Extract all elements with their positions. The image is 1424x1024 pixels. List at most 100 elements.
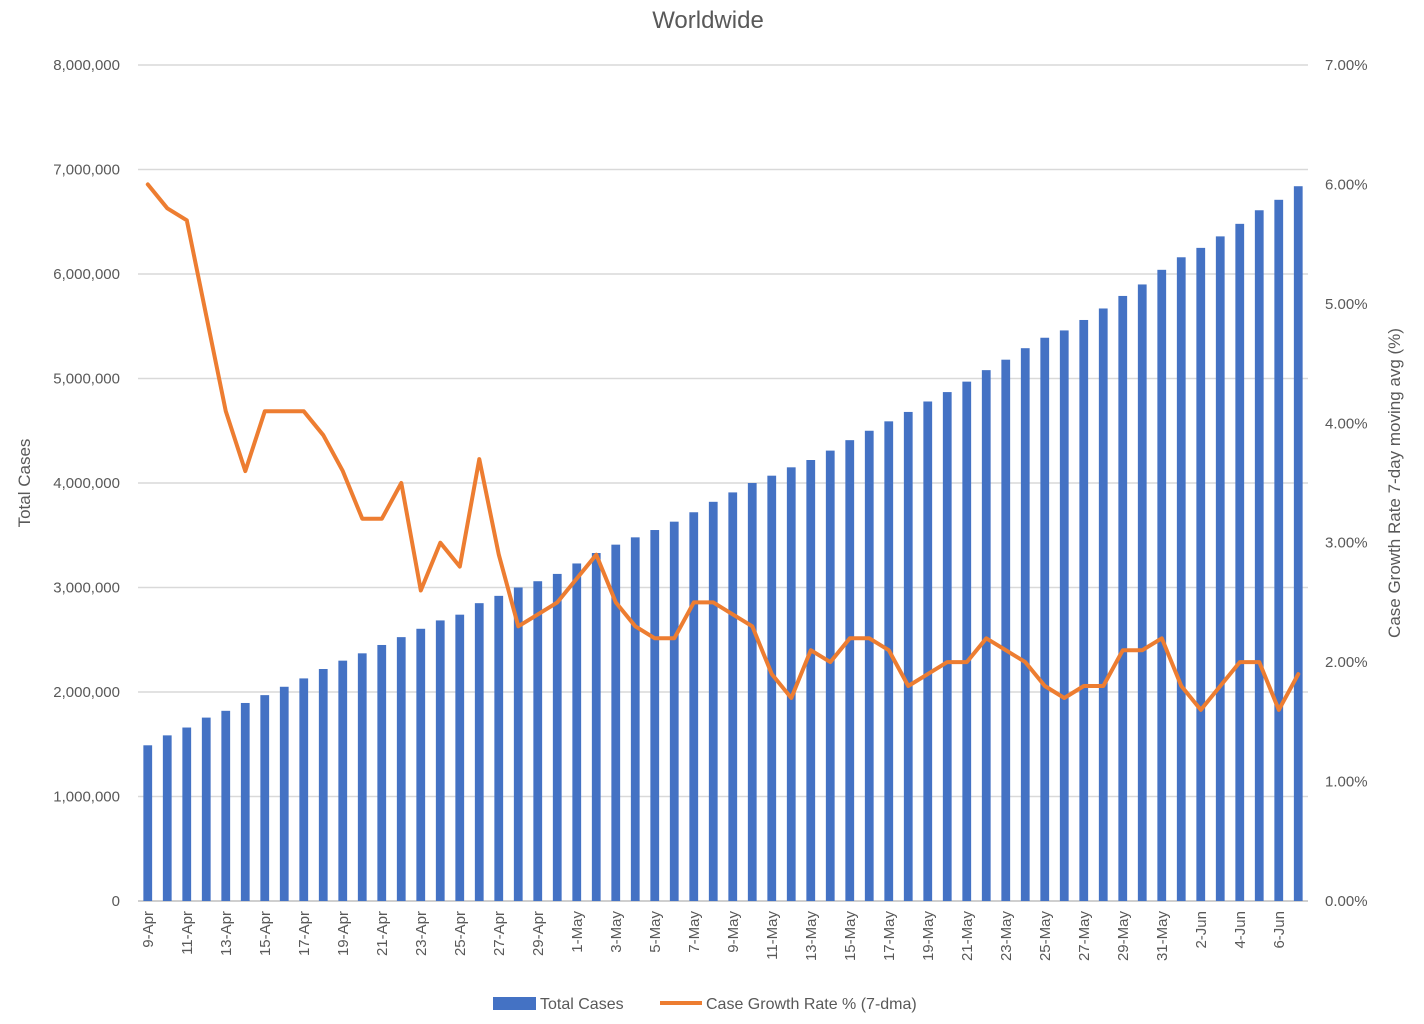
right-axis-ticks: 0.00% 1.00% 2.00% 3.00% 4.00% 5.00% 6.00% 7.00% [1325, 57, 1368, 910]
x-tick-label: 1-May [569, 911, 586, 953]
x-tick-label: 9-Apr [140, 911, 157, 948]
bar [1040, 337, 1050, 901]
x-tick-label: 6-Jun [1271, 911, 1288, 949]
y-tick-label: 5,000,000 [53, 371, 120, 388]
bar [318, 669, 328, 901]
bar [1118, 295, 1128, 901]
left-axis-title: Total Cases [15, 439, 34, 528]
bar [1293, 186, 1303, 902]
bar [1157, 269, 1167, 901]
y-tick-label: 7,000,000 [53, 162, 120, 179]
x-tick-label: 7-May [686, 911, 703, 953]
bar [1059, 330, 1069, 901]
x-tick-label: 13-Apr [218, 911, 235, 956]
x-tick-label: 11-May [764, 911, 781, 960]
bar [630, 537, 640, 901]
x-tick-label: 4-Jun [1232, 911, 1249, 949]
bar [416, 628, 426, 901]
chart-title: Worldwide [652, 7, 764, 34]
bar [221, 710, 231, 901]
y2-tick-label: 3.00% [1325, 535, 1368, 552]
bar [689, 512, 699, 901]
line-series-growth-rate [145, 182, 1301, 712]
bar [357, 653, 367, 901]
y2-tick-label: 7.00% [1325, 57, 1368, 74]
legend-swatch-total-cases [493, 997, 536, 1010]
bar [591, 553, 601, 901]
right-axis-title: Case Growth Rate 7-day moving avg (%) [1385, 328, 1404, 638]
bar [1274, 199, 1284, 901]
bar [1235, 223, 1245, 902]
x-tick-label: 9-May [725, 911, 742, 953]
y-tick-label: 4,000,000 [53, 475, 120, 492]
bar [1137, 284, 1147, 901]
bar [435, 620, 445, 901]
bar [162, 735, 172, 901]
bar [903, 411, 913, 901]
bar [260, 695, 270, 901]
y2-tick-label: 6.00% [1325, 176, 1368, 193]
y-tick-label: 1,000,000 [53, 789, 120, 806]
legend: Total Cases Case Growth Rate % (7-dma) [493, 996, 917, 1013]
x-tick-label: 31-May [1154, 911, 1171, 962]
y-tick-label: 0 [112, 893, 120, 910]
bar [533, 581, 543, 901]
x-tick-label: 5-May [647, 911, 664, 953]
x-tick-label: 23-Apr [413, 911, 430, 956]
bar [396, 637, 406, 901]
bar [377, 644, 387, 901]
legend-label-total-cases: Total Cases [540, 996, 624, 1013]
x-tick-label: 25-May [1037, 911, 1054, 962]
x-tick-label: 15-Apr [257, 911, 274, 956]
bar [981, 370, 991, 901]
bar [942, 392, 952, 901]
bar [962, 381, 972, 901]
y2-tick-label: 4.00% [1325, 415, 1368, 432]
bar [747, 483, 757, 901]
x-tick-label: 3-May [608, 911, 625, 953]
bar-series-total-cases [143, 186, 1303, 902]
bar [825, 450, 835, 901]
bar [1020, 348, 1030, 901]
bar [1079, 319, 1089, 902]
bar [201, 717, 211, 901]
bar [650, 530, 660, 901]
y-tick-label: 2,000,000 [53, 684, 120, 701]
y2-tick-label: 0.00% [1325, 893, 1368, 910]
y2-tick-label: 2.00% [1325, 654, 1368, 671]
x-tick-label: 23-May [998, 911, 1015, 962]
bar [884, 421, 894, 901]
y-tick-label: 8,000,000 [53, 57, 120, 74]
bar [1001, 359, 1011, 901]
bar [338, 660, 348, 901]
bar [1254, 210, 1264, 901]
x-tick-label: 29-May [1115, 911, 1132, 962]
gridlines [138, 64, 1308, 902]
bar [240, 702, 250, 901]
y-tick-label: 6,000,000 [53, 266, 120, 283]
bar [1196, 247, 1206, 901]
bar [474, 603, 484, 901]
x-tick-label: 15-May [842, 911, 859, 962]
bar [669, 521, 679, 901]
bar [1215, 236, 1225, 901]
x-tick-label: 27-Apr [491, 911, 508, 956]
x-tick-label: 17-May [881, 911, 898, 962]
bar [143, 745, 153, 901]
bar [923, 401, 933, 901]
bar [806, 460, 816, 901]
bar [611, 544, 621, 901]
x-tick-label: 11-Apr [179, 911, 196, 955]
x-tick-label: 2-Jun [1193, 911, 1210, 949]
x-tick-label: 17-Apr [296, 911, 313, 956]
bar [494, 595, 504, 901]
x-tick-label: 19-Apr [335, 911, 352, 956]
x-tick-label: 25-Apr [452, 911, 469, 956]
x-tick-label: 21-Apr [374, 911, 391, 956]
x-tick-label: 21-May [959, 911, 976, 962]
x-tick-label: 13-May [803, 911, 820, 962]
x-tick-label: 27-May [1076, 911, 1093, 962]
x-axis-ticks: 9-Apr 11-Apr 13-Apr 15-Apr 17-Apr 19-Apr 21-Ap… [140, 911, 1288, 962]
bar [864, 430, 874, 901]
